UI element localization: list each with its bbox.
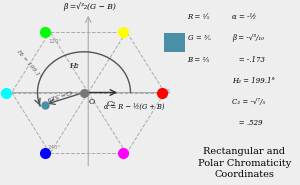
Text: O: O [88,98,94,106]
Text: H₂: H₂ [69,61,79,70]
Text: 240°: 240° [48,145,61,150]
Text: α = -½: α = -½ [232,13,257,21]
Text: 0°: 0° [165,89,171,94]
Text: α = R − ½(G + B): α = R − ½(G + B) [104,104,165,112]
Text: G = ⅗: G = ⅗ [188,34,210,42]
Text: H₂ = 199.1°: H₂ = 199.1° [232,77,275,85]
Text: C₂: C₂ [106,100,116,108]
FancyBboxPatch shape [164,33,184,52]
Text: R = ⅕: R = ⅕ [188,13,210,21]
Text: B = ⅖: B = ⅖ [188,56,210,63]
Text: = -.173: = -.173 [232,56,266,63]
Text: 120°: 120° [48,39,61,44]
Text: = .529: = .529 [232,119,263,127]
Text: β =√³₂(G − B): β =√³₂(G − B) [64,2,116,11]
Text: Rectangular and
Polar Chromaticity
Coordinates: Rectangular and Polar Chromaticity Coord… [198,147,291,179]
Text: C₁=.529: C₁=.529 [45,88,72,100]
Text: H₂ = 199.1°: H₂ = 199.1° [15,48,42,79]
Text: C₂ = -√⁷/₅: C₂ = -√⁷/₅ [232,98,266,106]
Text: β = -√³/₁₀: β = -√³/₁₀ [232,34,264,42]
